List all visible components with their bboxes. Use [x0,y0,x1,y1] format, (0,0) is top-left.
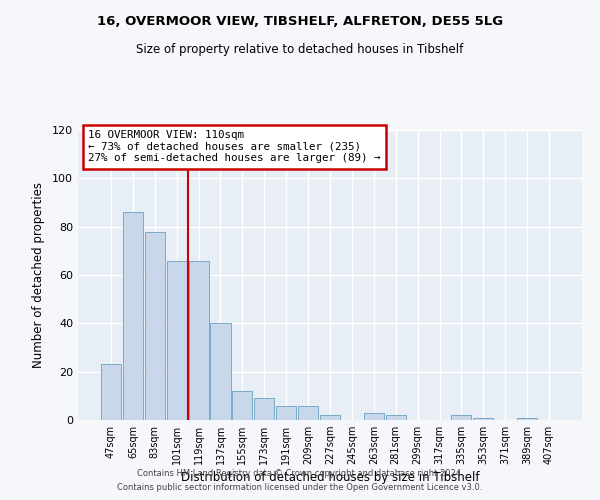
Bar [298,406,318,420]
Bar [276,406,296,420]
Bar [386,415,406,420]
Bar [451,415,472,420]
Text: Size of property relative to detached houses in Tibshelf: Size of property relative to detached ho… [136,42,464,56]
Y-axis label: Number of detached properties: Number of detached properties [32,182,45,368]
Bar [232,391,253,420]
Bar [211,324,230,420]
X-axis label: Distribution of detached houses by size in Tibshelf: Distribution of detached houses by size … [181,472,479,484]
Bar [101,364,121,420]
Bar [517,418,537,420]
Text: 16, OVERMOOR VIEW, TIBSHELF, ALFRETON, DE55 5LG: 16, OVERMOOR VIEW, TIBSHELF, ALFRETON, D… [97,15,503,28]
Bar [123,212,143,420]
Bar [473,418,493,420]
Text: 16 OVERMOOR VIEW: 110sqm
← 73% of detached houses are smaller (235)
27% of semi-: 16 OVERMOOR VIEW: 110sqm ← 73% of detach… [88,130,380,163]
Bar [167,260,187,420]
Bar [188,260,209,420]
Bar [145,232,165,420]
Text: Contains public sector information licensed under the Open Government Licence v3: Contains public sector information licen… [118,484,482,492]
Bar [254,398,274,420]
Bar [320,415,340,420]
Bar [364,413,384,420]
Text: Contains HM Land Registry data © Crown copyright and database right 2024.: Contains HM Land Registry data © Crown c… [137,468,463,477]
